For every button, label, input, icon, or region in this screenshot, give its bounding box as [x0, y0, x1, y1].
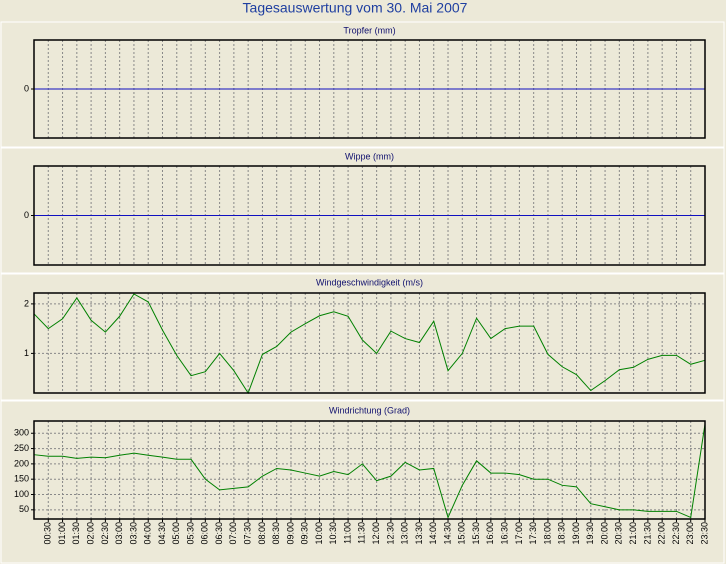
y-tick-label: 100: [14, 489, 29, 499]
y-tick-label: 0: [24, 210, 29, 220]
panel-frame: [0, 147, 725, 274]
x-tick-label: 19:00: [571, 522, 581, 545]
y-tick-label: 2: [24, 298, 29, 308]
x-tick-label: 23:00: [685, 522, 695, 545]
plot-area: [34, 293, 705, 393]
x-tick-label: 11:00: [342, 522, 352, 544]
panel-frame: [0, 273, 725, 401]
x-tick-label: 01:30: [71, 522, 81, 545]
x-tick-label: 21:30: [642, 522, 652, 545]
plot-border: [33, 292, 706, 394]
x-tick-label: 11:30: [357, 522, 367, 544]
x-tick-label: 14:30: [442, 522, 452, 545]
x-tick-label: 15:30: [471, 522, 481, 545]
x-tick-label: 08:00: [257, 522, 267, 545]
plot-border: [33, 420, 706, 520]
x-tick-label: 04:00: [143, 522, 153, 545]
x-tick-label: 06:00: [200, 522, 210, 545]
x-tick-label: 00:30: [43, 522, 53, 545]
x-tick-label: 20:30: [614, 522, 624, 545]
main-title: Tagesauswertung vom 30. Mai 2007: [243, 0, 468, 16]
x-tick-label: 17:00: [514, 522, 524, 545]
x-tick-label: 12:30: [385, 522, 395, 545]
panel-frame: [0, 400, 725, 564]
x-tick-label: 02:00: [85, 522, 95, 545]
x-tick-label: 10:00: [314, 522, 324, 545]
y-tick-label: 200: [14, 458, 29, 468]
panel-title: Windrichtung (Grad): [329, 405, 410, 415]
x-tick-label: 02:30: [100, 522, 110, 545]
y-tick-label: 50: [19, 504, 29, 514]
x-tick-label: 05:00: [171, 522, 181, 545]
data-line: [33, 293, 706, 395]
x-tick-label: 19:30: [585, 522, 595, 545]
y-tick-label: 300: [14, 428, 29, 438]
y-tick-label: 1: [24, 348, 29, 358]
x-tick-label: 12:00: [371, 522, 381, 545]
panel-title: Wippe (mm): [345, 151, 394, 161]
x-tick-label: 13:30: [414, 522, 424, 545]
x-tick-label: 16:30: [500, 522, 510, 545]
panel-title: Windgeschwindigkeit (m/s): [316, 277, 423, 287]
x-tick-label: 05:30: [185, 522, 195, 545]
x-tick-label: 13:00: [400, 522, 410, 545]
x-tick-label: 04:30: [157, 522, 167, 545]
x-tick-label: 09:30: [300, 522, 310, 545]
x-tick-label: 22:00: [657, 522, 667, 545]
x-tick-label: 21:00: [628, 522, 638, 545]
x-tick-label: 18:30: [557, 522, 567, 545]
y-tick-label: 150: [14, 474, 29, 484]
y-tick-label: 0: [24, 83, 29, 93]
y-tick-label: 250: [14, 443, 29, 453]
x-tick-label: 03:30: [128, 522, 138, 545]
panel-frame: [0, 21, 725, 148]
plot-border: [33, 165, 706, 266]
x-tick-label: 16:00: [485, 522, 495, 545]
plot-area: [34, 421, 705, 519]
x-tick-label: 17:30: [528, 522, 538, 545]
x-tick-label: 14:00: [428, 522, 438, 545]
panel-title: Tropfer (mm): [343, 25, 395, 35]
x-tick-label: 07:30: [243, 522, 253, 545]
x-tick-label: 15:00: [457, 522, 467, 545]
x-tick-label: 01:00: [57, 522, 67, 545]
x-tick-label: 08:30: [271, 522, 281, 545]
x-tick-label: 07:00: [228, 522, 238, 545]
x-tick-label: 03:00: [114, 522, 124, 545]
x-tick-label: 18:00: [542, 522, 552, 545]
x-tick-label: 22:30: [671, 522, 681, 545]
data-line: [33, 423, 706, 519]
x-tick-label: 09:00: [285, 522, 295, 545]
x-tick-label: 20:00: [599, 522, 609, 545]
x-tick-label: 23:30: [699, 522, 709, 545]
x-tick-label: 10:30: [328, 522, 338, 545]
plot-border: [33, 39, 706, 139]
x-tick-label: 06:30: [214, 522, 224, 545]
